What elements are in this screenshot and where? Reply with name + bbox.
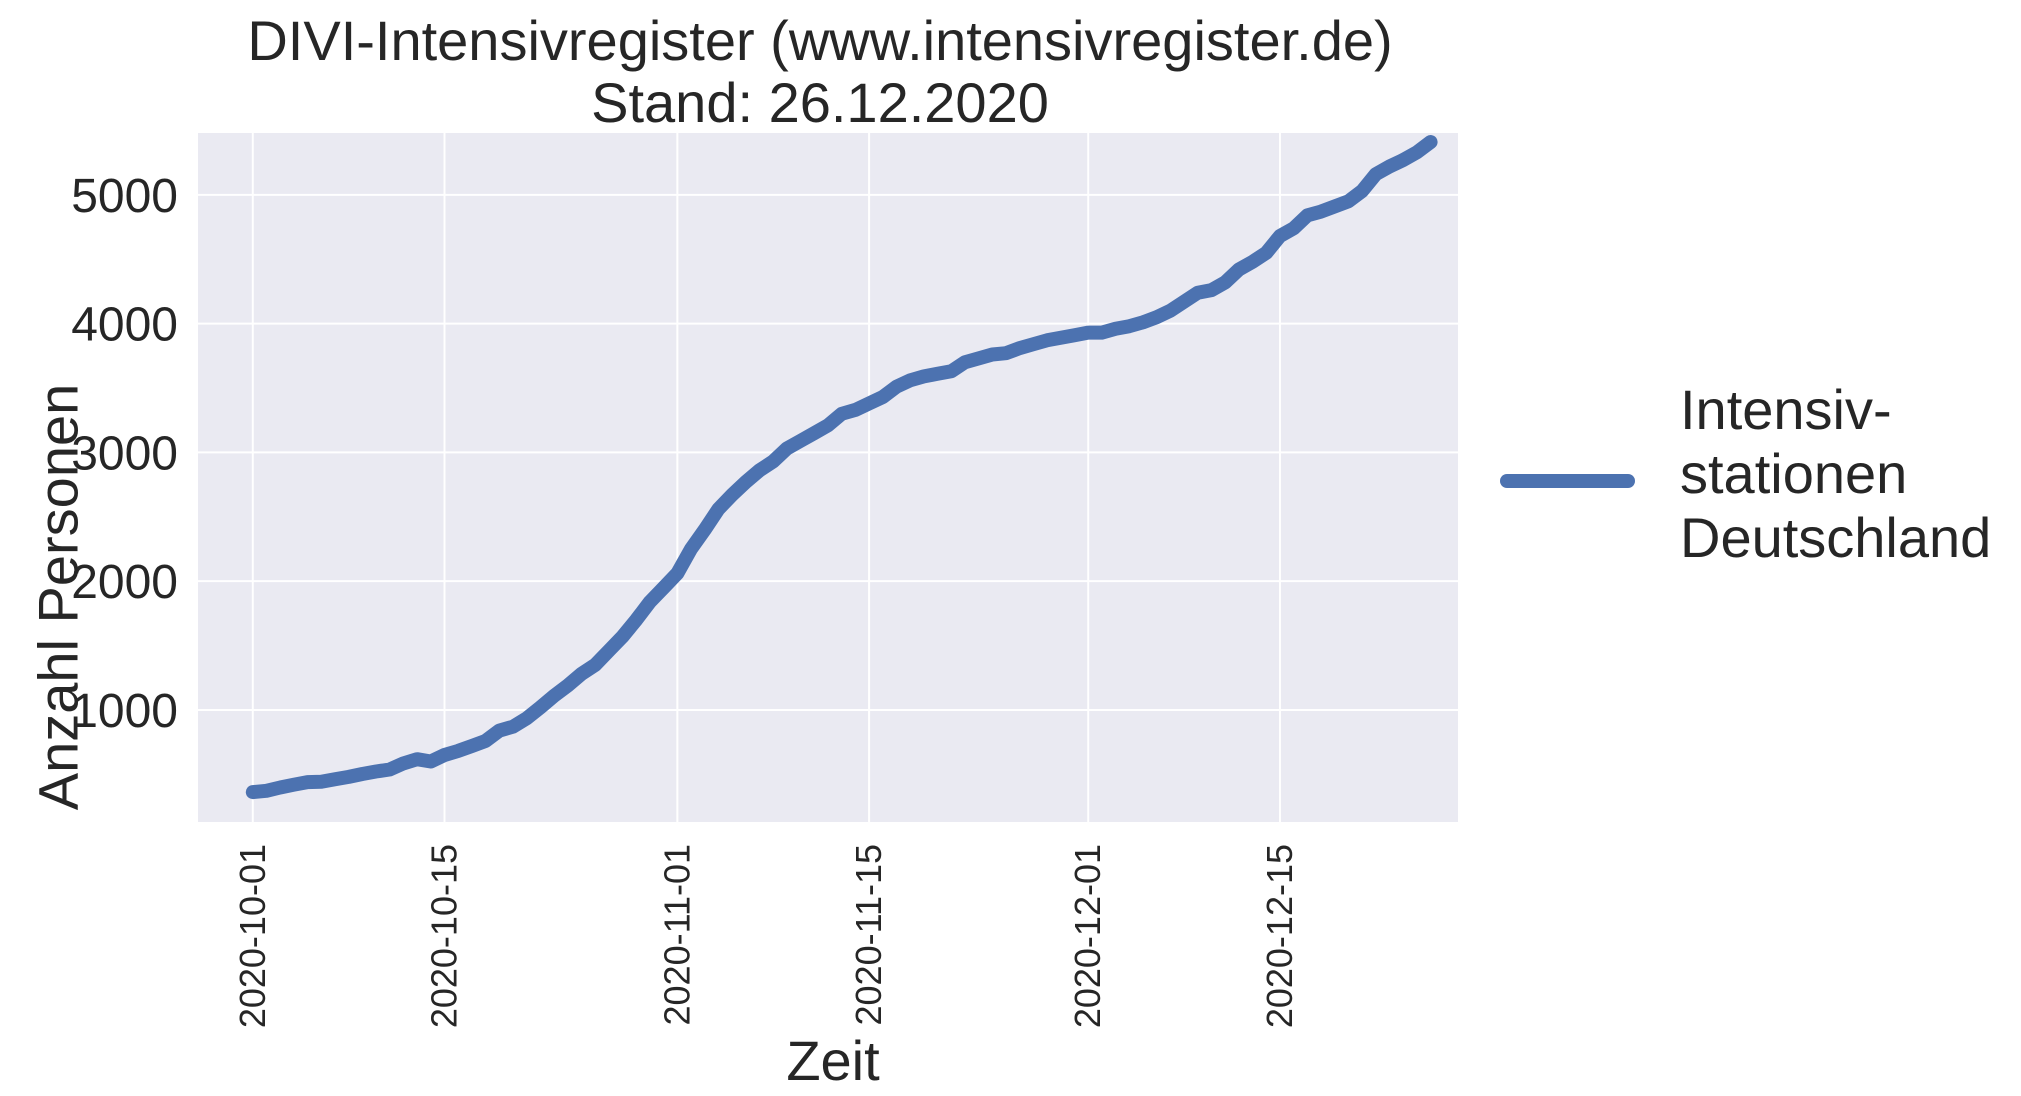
series-line [245,135,1438,800]
chart-title: DIVI-Intensivregister (www.intensivregis… [247,9,1393,72]
x-tick-label: 2020-10-15 [424,844,465,1028]
y-tick-label: 4000 [71,299,178,352]
y-tick-label: 1000 [71,685,178,738]
legend-label-line-3: Deutschland [1680,506,1992,569]
y-tick-label: 5000 [71,170,178,223]
plot-background [198,133,1458,822]
x-tick-label: 2020-10-01 [232,844,273,1028]
y-axis-label: Anzahl Personen [26,383,90,811]
y-tick-label: 2000 [71,556,178,609]
legend-label-line-1: Intensiv- [1680,378,1892,441]
x-tick-label: 2020-11-15 [848,844,889,1025]
x-tick-label: 2020-11-01 [656,844,697,1025]
legend-label: Intensiv- stationen Deutschland [1680,378,1991,570]
legend-label-line-2: stationen [1680,442,1908,505]
y-tick-label: 3000 [71,427,178,480]
x-tick-label: 2020-12-15 [1259,844,1300,1028]
legend-line-swatch [1500,474,1635,488]
x-tick-label: 2020-12-01 [1067,844,1108,1028]
x-axis-label: Zeit [786,1029,880,1092]
chart-subtitle: Stand: 26.12.2020 [591,71,1049,134]
